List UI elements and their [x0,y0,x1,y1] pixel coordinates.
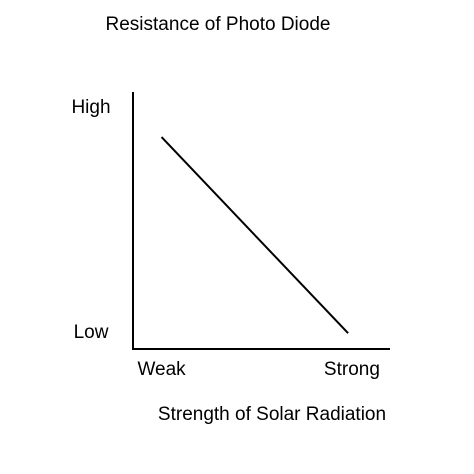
x-tick-label: Strong [324,359,380,380]
x-axis-label: Strength of Solar Radiation [158,404,386,425]
x-tick-label: Weak [137,359,186,380]
y-tick-label: High [71,97,110,118]
y-tick-label: Low [74,322,109,343]
data-line [160,136,349,334]
chart-title: Resistance of Photo Diode [106,14,331,35]
